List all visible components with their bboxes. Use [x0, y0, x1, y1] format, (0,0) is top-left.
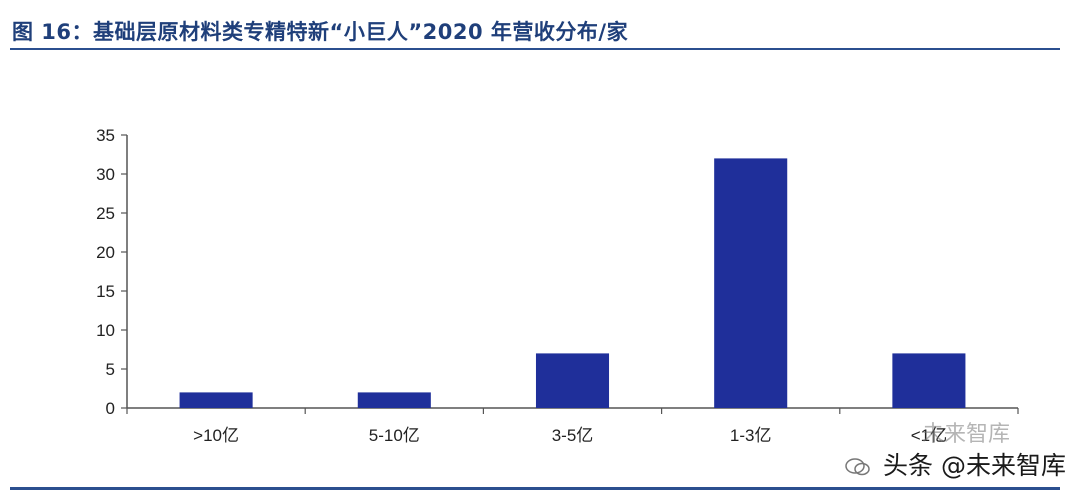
x-tick-label: <1亿: [911, 426, 947, 445]
y-tick-label: 0: [106, 399, 115, 418]
wechat-logo-icon: [845, 458, 870, 476]
y-tick-label: 15: [96, 282, 115, 301]
y-tick-label: 5: [106, 360, 115, 379]
y-tick-label: 25: [96, 204, 115, 223]
x-tick-label: 3-5亿: [552, 426, 594, 445]
watermark: 头条 @未来智库: [845, 446, 1066, 482]
y-tick-label: 30: [96, 165, 115, 184]
bar: [357, 392, 431, 408]
bar: [535, 353, 610, 408]
watermark-ghost-text: 未来智库: [921, 422, 1010, 447]
footer-rule: [10, 487, 1060, 490]
y-tick-label: 35: [96, 126, 115, 145]
bar: [714, 158, 788, 408]
x-tick-label: >10亿: [193, 426, 239, 445]
y-tick-label: 20: [96, 243, 115, 262]
y-tick-label: 10: [96, 321, 115, 340]
chart-title: 图 16：基础层原材料类专精特新“小巨人”2020 年营收分布/家: [12, 20, 629, 44]
bar: [179, 392, 253, 408]
x-tick-label: 1-3亿: [730, 426, 772, 445]
watermark-text: 头条 @未来智库: [883, 451, 1066, 480]
bar: [892, 353, 966, 408]
x-tick-label: 5-10亿: [369, 426, 420, 445]
title-rule: [10, 48, 1060, 50]
